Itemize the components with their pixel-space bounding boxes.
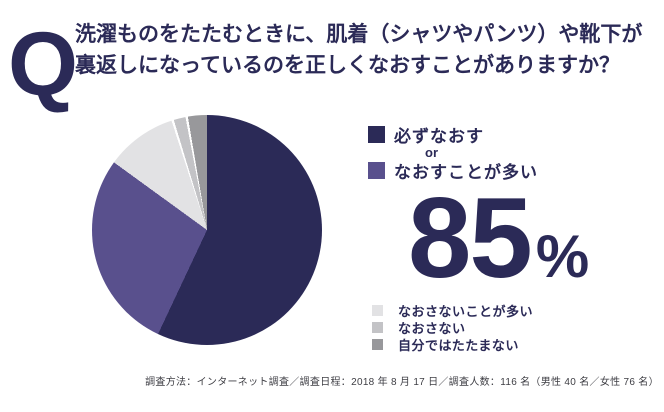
percentage-value: 85: [408, 175, 533, 302]
legend-label-never-fix: なおさない: [398, 321, 466, 336]
combined-percentage: 85 %: [408, 182, 589, 296]
question-line-2: 裏返しになっているのを正しくなおすことがありますか？: [75, 54, 620, 77]
legend-item-usually-not-fix: なおさないことが多い: [372, 304, 533, 319]
secondary-legend: なおさないことが多い なおさない 自分ではたたまない: [372, 304, 533, 356]
purple-swatch-icon: [368, 162, 385, 179]
light-gray-swatch-icon: [372, 305, 383, 316]
dark-gray-swatch-icon: [372, 339, 383, 350]
legend-label-dont-fold: 自分ではたたまない: [398, 338, 519, 353]
question-line-1: 洗濯ものをたたむときに、肌着（シャツやパンツ）や靴下が: [75, 23, 643, 46]
survey-method-note: 調査方法：インターネット調査／調査日程：2018 年 8 月 17 日／調査人数…: [145, 377, 659, 388]
legend-item-always-fix: 必ずなおす: [368, 126, 538, 146]
legend-item-dont-fold: 自分ではたたまない: [372, 338, 533, 353]
primary-legend: 必ずなおす or なおすことが多い: [368, 126, 538, 182]
percent-sign: %: [535, 223, 590, 290]
mid-gray-swatch-icon: [372, 322, 383, 333]
pie-chart: [92, 115, 322, 345]
question-title: 洗濯ものをたたむときに、肌着（シャツやパンツ）や靴下が 裏返しになっているのを正…: [75, 19, 650, 81]
q-mark-logo: Q: [8, 15, 79, 115]
legend-label-usually-not-fix: なおさないことが多い: [398, 304, 534, 319]
legend-label-often-fix: なおすことが多い: [394, 163, 538, 182]
navy-swatch-icon: [368, 126, 385, 143]
legend-item-never-fix: なおさない: [372, 321, 533, 336]
legend-item-often-fix: なおすことが多い: [368, 162, 538, 182]
legend-label-always-fix: 必ずなおす: [394, 127, 484, 146]
or-connector-label: or: [425, 145, 438, 160]
